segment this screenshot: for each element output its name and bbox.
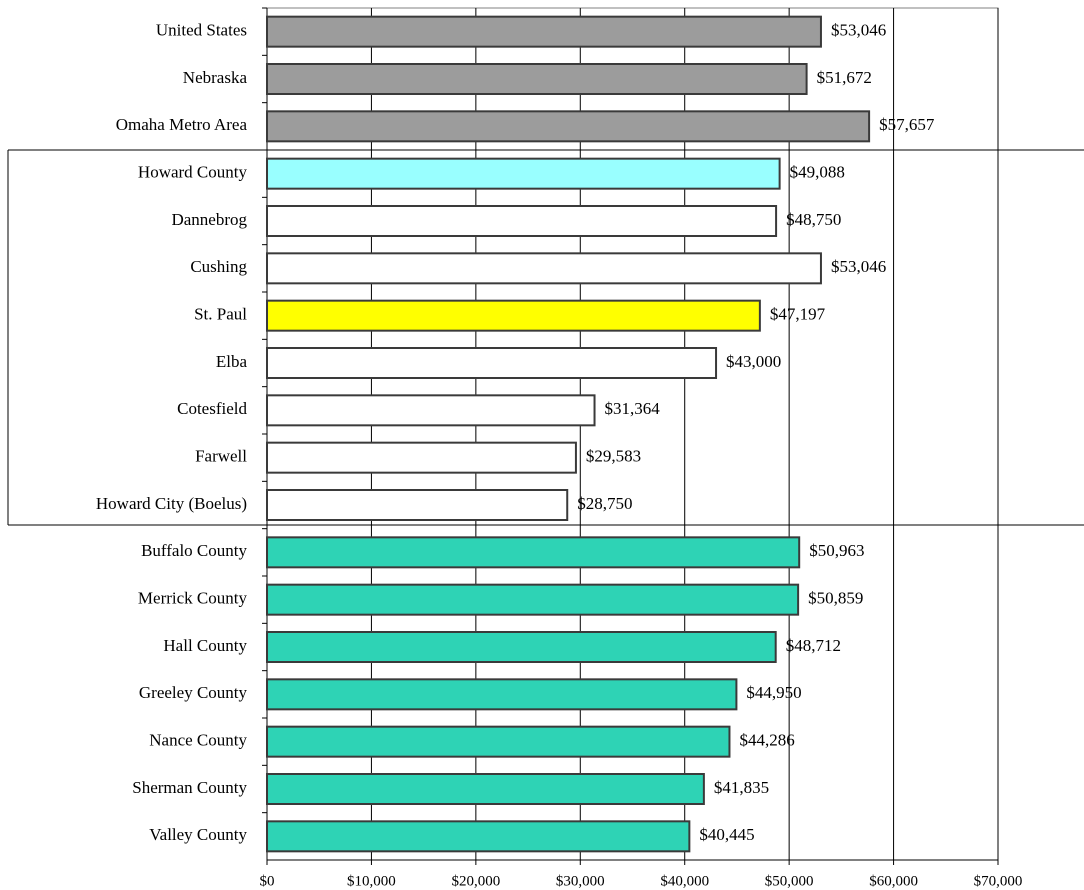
y-tick-label: Cotesfield <box>177 399 247 418</box>
data-label: $57,657 <box>879 115 935 134</box>
bar <box>266 299 761 332</box>
data-label: $50,963 <box>809 541 864 560</box>
x-tick-label: $20,000 <box>451 873 500 889</box>
y-tick-label: Elba <box>216 352 248 371</box>
y-tick-label: Farwell <box>195 447 247 466</box>
data-label: $43,000 <box>726 352 781 371</box>
bar <box>266 394 596 427</box>
data-label: $29,583 <box>586 447 641 466</box>
bar <box>266 252 822 285</box>
x-tick-label: $40,000 <box>660 873 709 889</box>
data-label: $48,750 <box>786 210 841 229</box>
data-label: $44,286 <box>739 731 794 750</box>
bar <box>266 631 777 663</box>
bar <box>266 347 718 379</box>
data-label: $50,859 <box>808 589 863 608</box>
data-label: $48,712 <box>786 636 841 655</box>
y-tick-label: Nebraska <box>183 68 248 87</box>
data-label: $40,445 <box>699 825 754 844</box>
y-tick-label: Howard City (Boelus) <box>96 494 247 513</box>
bar <box>266 773 705 805</box>
data-label: $28,750 <box>577 494 632 513</box>
bar <box>266 536 801 569</box>
y-tick-label: Cushing <box>190 257 247 276</box>
data-label: $44,950 <box>746 683 801 702</box>
data-label: $49,088 <box>790 163 845 182</box>
bar <box>266 63 808 95</box>
data-label: $51,672 <box>817 68 872 87</box>
data-label: $41,835 <box>714 778 769 797</box>
bar <box>266 441 577 474</box>
y-tick-label: Merrick County <box>138 589 248 608</box>
y-tick-label: Nance County <box>149 731 247 750</box>
y-tick-label: Omaha Metro Area <box>116 115 248 134</box>
y-tick-label: Valley County <box>149 825 247 844</box>
x-tick-label: $0 <box>260 873 275 889</box>
y-tick-label: Sherman County <box>132 778 247 797</box>
y-tick-label: Greeley County <box>139 683 248 702</box>
bar <box>266 583 800 616</box>
bar <box>266 489 569 521</box>
y-tick-label: Howard County <box>138 163 248 182</box>
bar <box>266 157 781 190</box>
x-tick-label: $10,000 <box>347 873 396 889</box>
y-tick-label: Buffalo County <box>141 541 247 560</box>
bar <box>266 15 822 48</box>
bar <box>266 110 871 143</box>
y-tick-label: Hall County <box>163 636 247 655</box>
data-label: $31,364 <box>605 399 661 418</box>
x-tick-label: $30,000 <box>556 873 605 889</box>
y-tick-label: Dannebrog <box>171 210 247 229</box>
bar <box>266 678 738 711</box>
y-tick-label: United States <box>156 21 247 40</box>
data-label: $53,046 <box>831 21 886 40</box>
bar <box>266 205 778 237</box>
bar <box>266 820 691 853</box>
data-label: $53,046 <box>831 257 886 276</box>
x-tick-label: $60,000 <box>869 873 918 889</box>
x-tick-label: $50,000 <box>765 873 814 889</box>
bar <box>266 725 731 758</box>
y-tick-label: St. Paul <box>194 305 247 324</box>
x-tick-label: $70,000 <box>974 873 1023 889</box>
data-label: $47,197 <box>770 305 826 324</box>
